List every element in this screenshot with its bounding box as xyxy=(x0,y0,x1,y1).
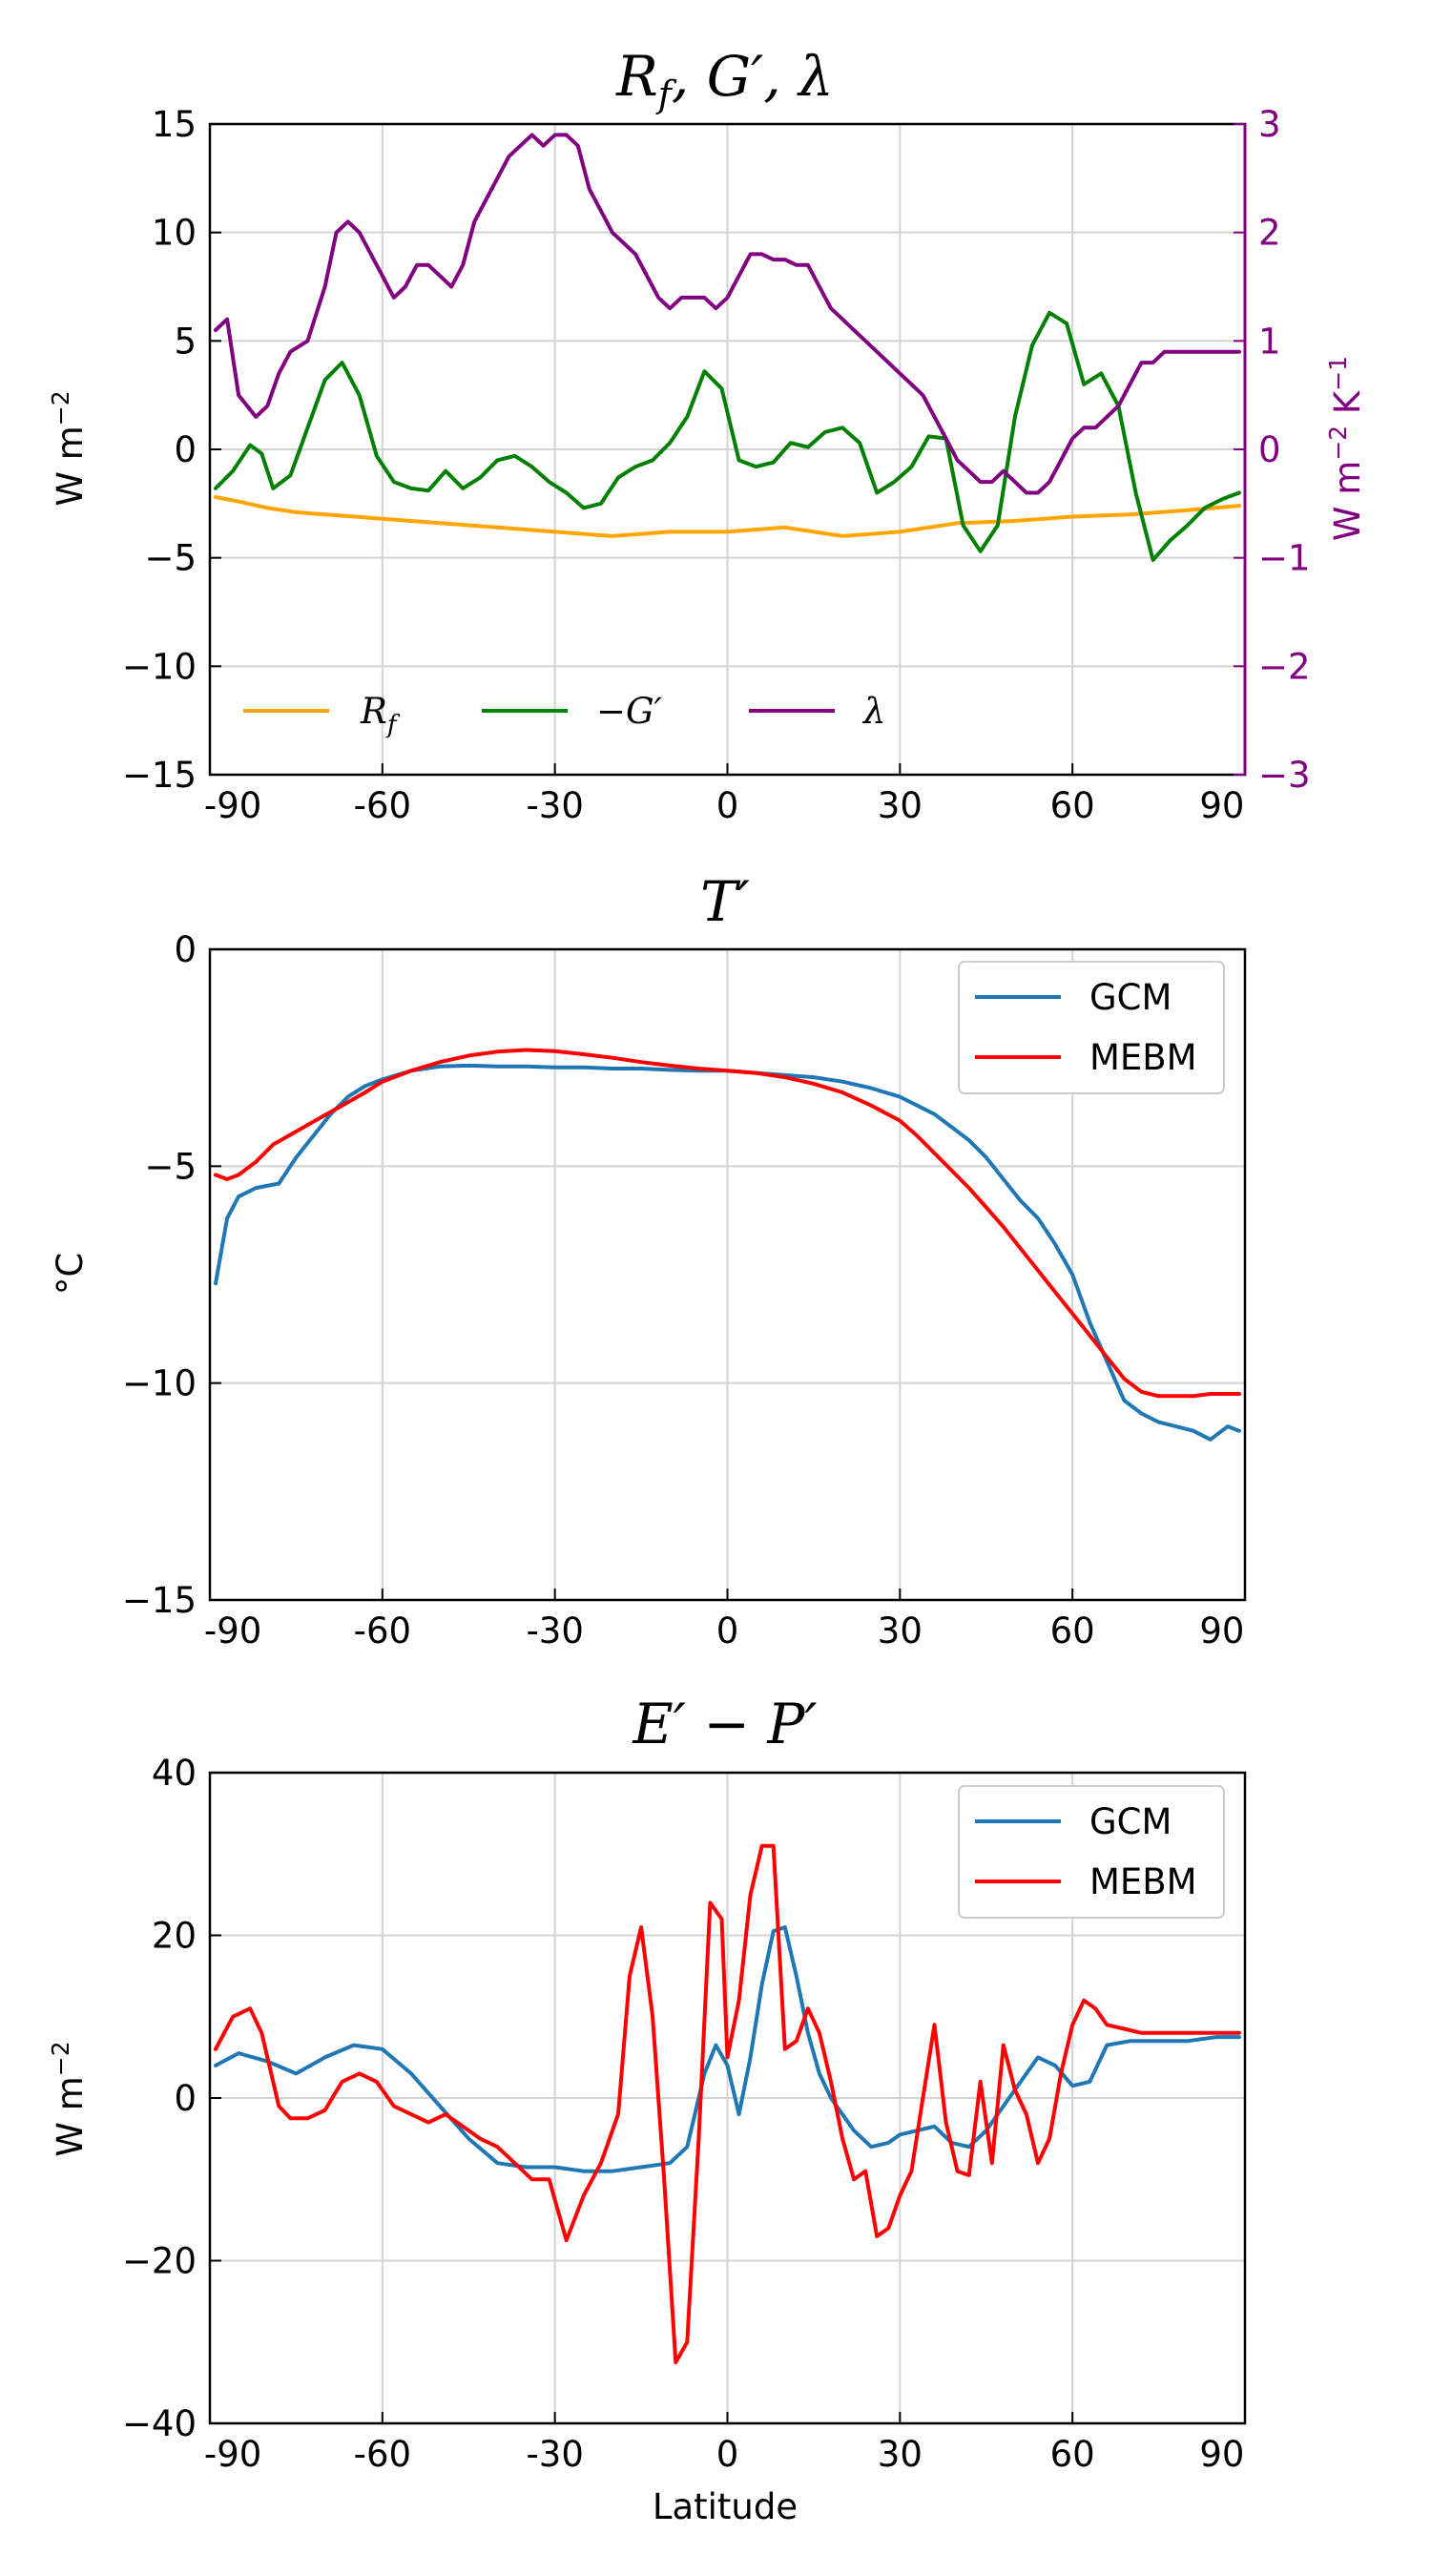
grid xyxy=(210,124,1245,775)
y-tick-label: −10 xyxy=(122,646,197,687)
y-tick-label: 5 xyxy=(174,321,197,362)
x-ticks: -90 -60 -30 0 30 60 90 xyxy=(204,2412,1246,2475)
chart-title: E′ − P′ xyxy=(632,1692,817,1756)
legend-label-mebm: MEBM xyxy=(1089,1861,1197,1902)
legend-box xyxy=(958,961,1225,1094)
y-ticks: −15 −10 −5 0 xyxy=(122,929,221,1621)
y-ticks: −15 −10 −5 0 5 10 15 xyxy=(122,104,221,796)
legend-label-rf: Rf xyxy=(360,691,401,739)
x-tick-label: -60 xyxy=(354,2434,411,2475)
x-tick-label: 30 xyxy=(878,785,923,826)
x-tick-label: 60 xyxy=(1050,1610,1095,1652)
x-tick-label: 0 xyxy=(716,1610,739,1652)
y-ticks-right: −3 −2 −1 0 1 2 3 xyxy=(1234,104,1311,796)
series-line-0 xyxy=(214,1063,1241,1442)
y-tick-label-right: −2 xyxy=(1258,646,1311,687)
series-layer xyxy=(214,1843,1241,2365)
legend-label-gcm: GCM xyxy=(1089,977,1172,1018)
chart-title: Rf, G′, λ xyxy=(615,44,834,115)
series-line-0 xyxy=(214,495,1241,538)
x-tick-label: 60 xyxy=(1050,785,1095,826)
y-tick-label: −20 xyxy=(122,2241,197,2282)
series-line-1 xyxy=(214,1048,1241,1399)
y-tick-label: 10 xyxy=(152,213,197,254)
x-ticks: -90 -60 -30 0 30 60 90 xyxy=(204,763,1246,826)
x-tick-label: 90 xyxy=(1199,1610,1244,1652)
grid xyxy=(210,949,1245,1600)
x-tick-label: -30 xyxy=(526,785,583,826)
x-ticks: -90 -60 -30 0 30 60 90 xyxy=(204,1589,1246,1652)
x-tick-label: 30 xyxy=(878,1610,923,1652)
x-tick-label: -30 xyxy=(526,2434,583,2475)
legend-label-g: −G′ xyxy=(596,691,663,732)
series-layer xyxy=(214,133,1241,562)
x-tick-label: -30 xyxy=(526,1610,583,1652)
y-tick-label-right: 0 xyxy=(1258,429,1281,470)
x-tick-label: 0 xyxy=(716,785,739,826)
x-tick-label: -90 xyxy=(204,2434,261,2475)
panel-e-minus-p: -90 -60 -30 0 30 60 90 −40 −20 0 20 40 E′ − P′ W m… xyxy=(47,1692,1247,2527)
legend: Rf −G′ λ xyxy=(243,691,885,739)
series-line-1 xyxy=(214,1843,1241,2365)
y-tick-label-right: −1 xyxy=(1258,538,1311,579)
y-tick-label-right: 2 xyxy=(1258,213,1281,254)
y-tick-label: 15 xyxy=(152,104,197,145)
y-tick-label: 20 xyxy=(152,1916,197,1957)
legend-label-lambda: λ xyxy=(861,691,885,732)
y-ticks: −40 −20 0 20 40 xyxy=(122,1753,221,2444)
x-tick-label: 90 xyxy=(1199,785,1244,826)
chart-title: T′ xyxy=(700,869,750,934)
x-tick-label: 30 xyxy=(878,2434,923,2475)
y-axis-label-right: W m−2 K−1 xyxy=(1324,356,1368,541)
y-tick-label: 0 xyxy=(174,2078,197,2119)
y-axis-label: W m−2 xyxy=(47,2041,91,2156)
y-axis-label: W m−2 xyxy=(47,390,91,506)
x-tick-label: -90 xyxy=(204,785,261,826)
y-tick-label: 0 xyxy=(174,929,197,970)
grid xyxy=(210,1773,1245,2423)
y-tick-label: 0 xyxy=(174,429,197,470)
legend-box xyxy=(958,1785,1225,1919)
y-axis-label: °C xyxy=(50,1253,91,1295)
x-tick-label: -90 xyxy=(204,1610,261,1652)
series-layer xyxy=(214,1048,1241,1442)
series-line-2 xyxy=(214,133,1241,495)
y-tick-label-right: −3 xyxy=(1258,755,1311,796)
x-tick-label: -60 xyxy=(354,785,411,826)
legend-label-gcm: GCM xyxy=(1089,1801,1172,1842)
x-axis-label: Latitude xyxy=(653,2486,798,2527)
series-line-1 xyxy=(214,310,1241,562)
y-tick-label: −5 xyxy=(144,538,197,579)
y-tick-label: 40 xyxy=(152,1753,197,1794)
x-tick-label: 90 xyxy=(1199,2434,1244,2475)
x-tick-label: -60 xyxy=(354,1610,411,1652)
legend: GCM MEBM xyxy=(958,1785,1225,1919)
x-tick-label: 0 xyxy=(716,2434,739,2475)
y-tick-label: −40 xyxy=(122,2403,197,2444)
y-tick-label: −5 xyxy=(144,1146,197,1187)
y-tick-label: −15 xyxy=(122,1580,197,1621)
y-tick-label-right: 3 xyxy=(1258,104,1281,145)
panel-t-prime: -90 -60 -30 0 30 60 90 −15 −10 −5 0 T′ °C GCM MEB… xyxy=(50,869,1247,1652)
y-tick-label-right: 1 xyxy=(1258,321,1281,362)
y-tick-label: −15 xyxy=(122,755,197,796)
x-tick-label: 60 xyxy=(1050,2434,1095,2475)
legend-label-mebm: MEBM xyxy=(1089,1037,1197,1078)
y-tick-label: −10 xyxy=(122,1363,197,1404)
legend: GCM MEBM xyxy=(958,961,1225,1094)
